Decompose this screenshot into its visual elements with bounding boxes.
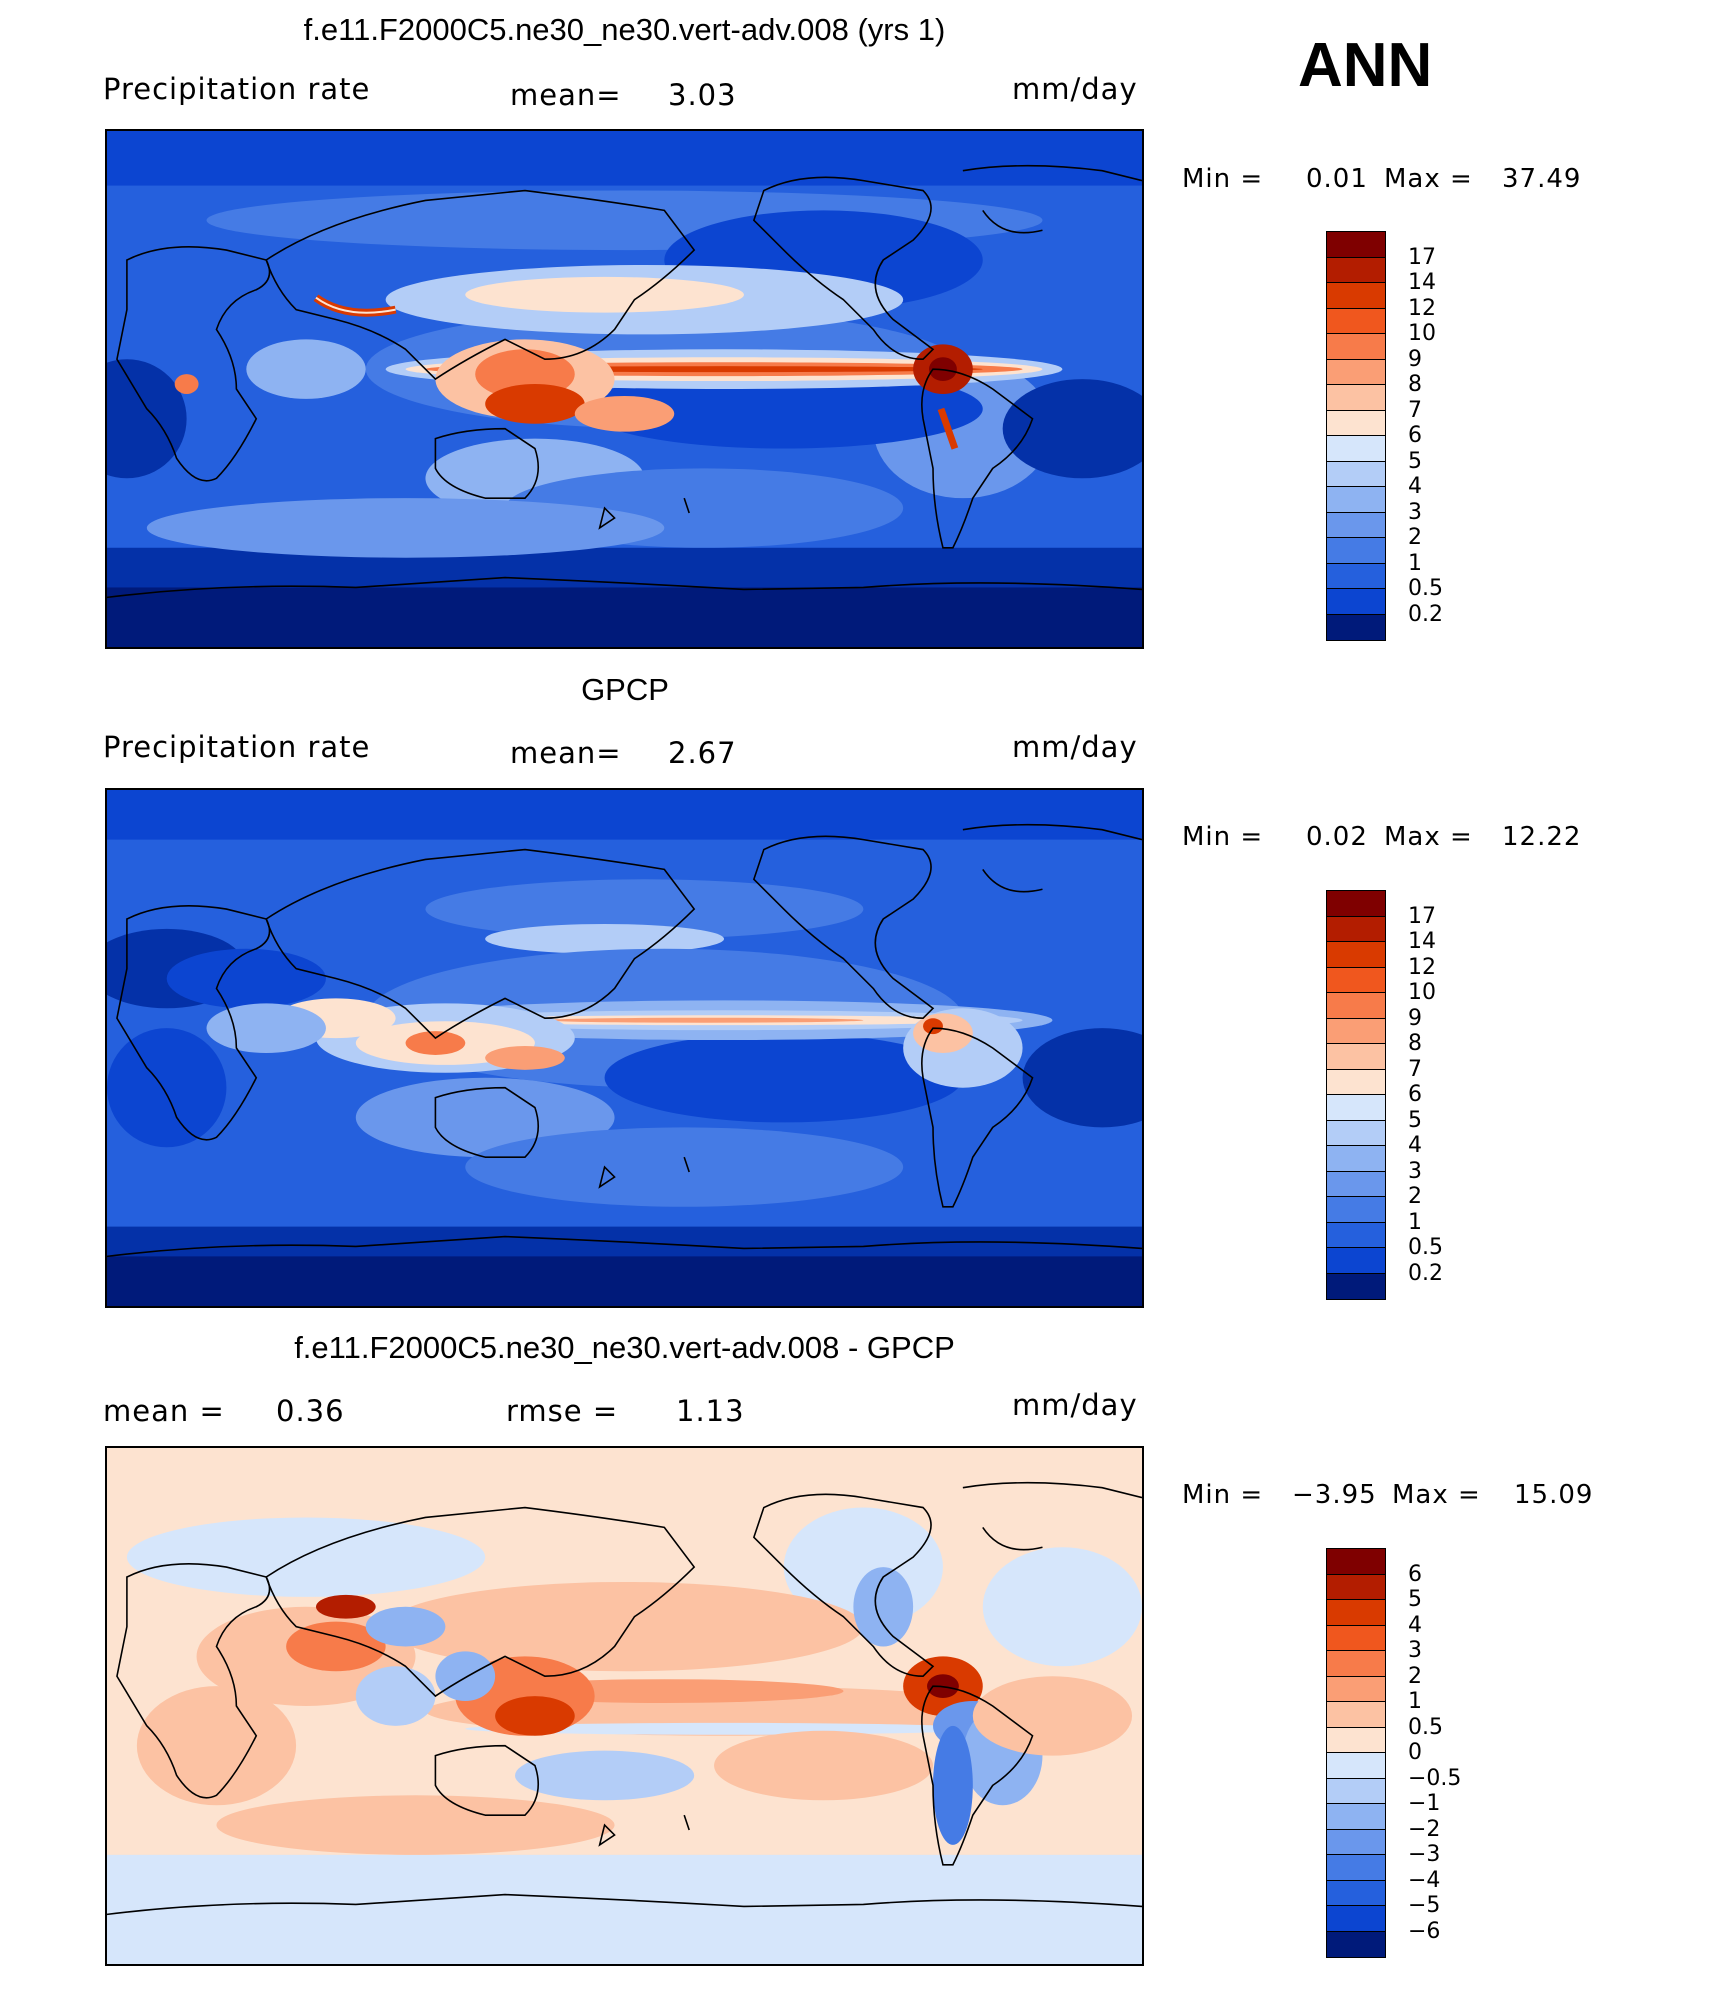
panel-2-title: GPCP — [581, 672, 669, 707]
panel-2-colorbar-label: 12 — [1408, 955, 1436, 980]
panel-2-max-label: Max = — [1384, 822, 1473, 852]
panel-1-units: mm/day — [1012, 72, 1138, 106]
panel-3-colorbar-label: 4 — [1408, 1613, 1422, 1638]
panel-3-min-value: −3.95 — [1292, 1480, 1377, 1510]
panel-3-rmse-value: 1.13 — [676, 1394, 745, 1428]
panel-1-colorbar-label: 10 — [1408, 321, 1436, 346]
panel-3-rmse-label: rmse = — [506, 1394, 619, 1428]
panel-1-mean-label: mean= — [510, 78, 622, 112]
panel-1-min-value: 0.01 — [1306, 164, 1368, 194]
panel-3-colorbar-label: −0.5 — [1408, 1766, 1462, 1791]
panel-1-max-value: 37.49 — [1502, 164, 1582, 194]
panel-1-colorbar-label: 17 — [1408, 245, 1436, 270]
panel-1-colorbar-label: 7 — [1408, 398, 1422, 423]
panel-2-min-value: 0.02 — [1306, 822, 1368, 852]
panel-2-mean-label: mean= — [510, 736, 622, 770]
panel-2-colorbar-label: 3 — [1408, 1159, 1422, 1184]
panel-1-variable-label: Precipitation rate — [103, 72, 371, 106]
panel-1-colorbar-label: 5 — [1408, 449, 1422, 474]
panel-3-colorbar — [1326, 1548, 1386, 1958]
panel-3-colorbar-label: −2 — [1408, 1817, 1441, 1842]
panel-3-map — [105, 1446, 1144, 1966]
panel-3-colorbar-label: 0.5 — [1408, 1715, 1443, 1740]
panel-1-map — [105, 129, 1144, 649]
panel-1-colorbar-label: 4 — [1408, 474, 1422, 499]
panel-1-colorbar-label: 14 — [1408, 270, 1436, 295]
panel-3-colorbar-label: 5 — [1408, 1587, 1422, 1612]
panel-3-colorbar-label: 3 — [1408, 1638, 1422, 1663]
panel-1-colorbar — [1326, 231, 1386, 641]
panel-2-colorbar-label: 8 — [1408, 1031, 1422, 1056]
panel-2-colorbar-label: 5 — [1408, 1108, 1422, 1133]
panel-1-colorbar-label: 6 — [1408, 423, 1422, 448]
panel-2-max-value: 12.22 — [1502, 822, 1582, 852]
panel-2-colorbar-label: 2 — [1408, 1184, 1422, 1209]
panel-1-colorbar-label: 1 — [1408, 551, 1422, 576]
panel-1-title: f.e11.F2000C5.ne30_ne30.vert-adv.008 (yr… — [303, 12, 946, 47]
panel-1-colorbar-label: 0.5 — [1408, 576, 1443, 601]
panel-2-map — [105, 788, 1144, 1308]
panel-2-min-label: Min = — [1182, 822, 1264, 852]
panel-3-mean-value: 0.36 — [276, 1394, 345, 1428]
panel-3-mean-label: mean = — [103, 1394, 225, 1428]
panel-2-colorbar-label: 1 — [1408, 1210, 1422, 1235]
panel-2-colorbar-label: 9 — [1408, 1006, 1422, 1031]
panel-2-units: mm/day — [1012, 730, 1138, 764]
panel-3-colorbar-label: −5 — [1408, 1893, 1441, 1918]
panel-1-colorbar-label: 9 — [1408, 347, 1422, 372]
panel-3-colorbar-label: −6 — [1408, 1919, 1441, 1944]
panel-3-units: mm/day — [1012, 1388, 1138, 1422]
panel-3-colorbar-label: −1 — [1408, 1791, 1441, 1816]
panel-2-mean-value: 2.67 — [668, 736, 737, 770]
panel-2-colorbar — [1326, 890, 1386, 1300]
panel-2-colorbar-label: 0.5 — [1408, 1235, 1443, 1260]
panel-1-colorbar-label: 0.2 — [1408, 602, 1443, 627]
panel-3-max-label: Max = — [1392, 1480, 1481, 1510]
panel-1-colorbar-label: 8 — [1408, 372, 1422, 397]
panel-1-min-label: Min = — [1182, 164, 1264, 194]
panel-2-variable-label: Precipitation rate — [103, 730, 371, 764]
panel-3-colorbar-label: 0 — [1408, 1740, 1422, 1765]
panel-3-min-label: Min = — [1182, 1480, 1264, 1510]
panel-3-colorbar-label: −4 — [1408, 1868, 1441, 1893]
panel-1-mean-value: 3.03 — [668, 78, 737, 112]
panel-2-colorbar-label: 10 — [1408, 980, 1436, 1005]
panel-2-colorbar-label: 4 — [1408, 1133, 1422, 1158]
panel-2-colorbar-label: 17 — [1408, 904, 1436, 929]
panel-2-colorbar-label: 6 — [1408, 1082, 1422, 1107]
panel-3-colorbar-label: 6 — [1408, 1562, 1422, 1587]
panel-3-colorbar-label: 1 — [1408, 1689, 1422, 1714]
panel-1-max-label: Max = — [1384, 164, 1473, 194]
panel-3-title: f.e11.F2000C5.ne30_ne30.vert-adv.008 - G… — [294, 1330, 955, 1365]
panel-2-colorbar-label: 7 — [1408, 1057, 1422, 1082]
season-label: ANN — [1298, 31, 1433, 100]
panel-3-colorbar-label: −3 — [1408, 1842, 1441, 1867]
panel-2-colorbar-label: 14 — [1408, 929, 1436, 954]
panel-1-colorbar-label: 2 — [1408, 525, 1422, 550]
panel-1-colorbar-label: 3 — [1408, 500, 1422, 525]
panel-2-colorbar-label: 0.2 — [1408, 1261, 1443, 1286]
panel-3-max-value: 15.09 — [1514, 1480, 1594, 1510]
panel-3-colorbar-label: 2 — [1408, 1664, 1422, 1689]
panel-1-colorbar-label: 12 — [1408, 296, 1436, 321]
